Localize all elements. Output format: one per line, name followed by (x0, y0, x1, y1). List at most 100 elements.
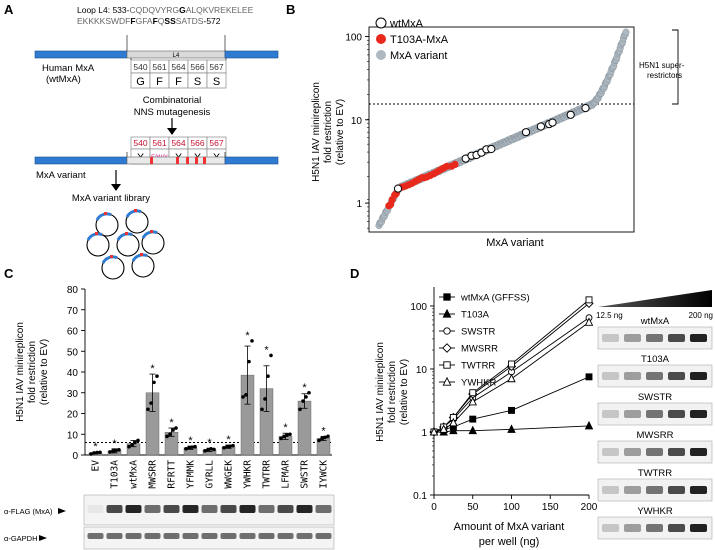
data-point (108, 450, 112, 454)
significance-star: * (321, 425, 326, 437)
panel-d-xlabel-line2: per well (ng) (479, 536, 540, 548)
blot-band (624, 410, 641, 418)
mutation-mark (150, 157, 153, 164)
y-tick-label: 10 (67, 430, 79, 441)
dose-gradient-wedge (598, 290, 712, 307)
data-point (317, 438, 321, 443)
wt-residue-label: G (136, 76, 145, 88)
panel-d: D 0.1 1 10 100 0 50 100 150 200 wtMxA (GFFSS) T10… (350, 266, 713, 548)
arrow-right-icon (58, 508, 66, 514)
data-point (269, 353, 273, 358)
panel-c-ylabel-line1: H5N1 IAV minireplicon (15, 322, 26, 422)
y-tick-label: 50 (67, 347, 79, 358)
y-tick-label: 20 (67, 410, 79, 421)
bracket-label-line2: restrictors (647, 71, 682, 80)
blot-band (668, 524, 685, 532)
series-marker (443, 293, 451, 301)
flag-band (163, 505, 180, 513)
panel-d-blots: wtMxA T103A SWSTR MWSRR TWTRR YWHKR (597, 316, 713, 540)
significance-star: * (264, 344, 269, 356)
l4-tag: L4 (173, 53, 180, 59)
data-point (89, 452, 93, 456)
y-tick-label: 80 (67, 285, 79, 296)
gapdh-band (277, 533, 294, 539)
blot-band (690, 334, 707, 342)
legend-label: TWTRR (461, 361, 495, 372)
blot-label: wtMxA (640, 316, 670, 327)
panel-c-letter: C (4, 266, 14, 281)
mutation-mark (203, 157, 206, 164)
panel-c-y-ticks: 0 10 20 30 40 50 60 70 80 (67, 285, 85, 462)
series-marker (508, 406, 515, 414)
data-point (307, 390, 311, 395)
x-tick-label: MWSRR (148, 460, 159, 489)
plasmid-mutation (110, 255, 113, 258)
blot-band (624, 372, 641, 380)
gapdh-band (315, 533, 332, 539)
x-tick-label: SWSTR (300, 460, 311, 489)
plasmid-insert (131, 253, 148, 262)
series-line (433, 376, 590, 433)
blot-band (646, 372, 663, 380)
x-tick-label: GYRLL (205, 460, 216, 489)
flag-band (220, 505, 237, 513)
blot-band (646, 410, 663, 418)
legend-marker-wt (375, 17, 387, 29)
gradient-low-label: 12.5 ng (596, 311, 623, 320)
wt-label: (wtMxA) (46, 74, 81, 85)
legend-label-variant: MxA variant (390, 50, 447, 62)
blot-band (602, 448, 619, 456)
gapdh-band (258, 533, 275, 539)
series-marker (507, 373, 516, 383)
data-point (288, 432, 292, 437)
x-tick-label: TWTRR (262, 460, 273, 489)
wt-position-label: 566 (190, 62, 204, 72)
data-point (285, 433, 289, 438)
bracket-label-line1: H5N1 super- (639, 61, 685, 70)
series-marker (449, 425, 458, 435)
wt-position-label: 567 (209, 62, 223, 72)
plasmid-mutation (125, 232, 128, 235)
plasmid-mutation (140, 253, 143, 256)
data-point (168, 432, 172, 437)
blot-label: YWHKR (637, 506, 673, 517)
arrow-down-icon (167, 128, 177, 135)
panel-d-ylabel-line2: fold restriction (387, 361, 398, 423)
data-point (155, 374, 159, 378)
series-marker (442, 308, 452, 318)
legend-label-t103a: T103A-MxA (390, 34, 449, 46)
data-point (92, 451, 96, 455)
flag-band (296, 505, 313, 513)
data-point (228, 444, 232, 449)
data-point (326, 434, 330, 439)
blot-label: SWSTR (638, 392, 672, 403)
significance-star: * (188, 435, 193, 447)
data-point (184, 446, 188, 451)
panel-c: C 0 10 20 30 40 50 60 70 80 * EV * T103A wtMxA * MWSRR… (4, 266, 335, 550)
series-marker (585, 373, 593, 381)
panel-d-ylabel-line1: H5N1 IAV minireplicon (375, 342, 386, 442)
data-point (320, 436, 324, 441)
legend-label-wt: wtMxA (389, 18, 424, 30)
mutation-mark (176, 157, 179, 164)
legend-marker-t103a (376, 34, 386, 44)
blot-band (624, 486, 641, 494)
x-tick-label: T103A (110, 460, 121, 489)
x-tick-label: 100 (503, 502, 520, 513)
plasmid-library (86, 209, 165, 280)
panel-d-ticks: 0.1 1 10 100 0 50 100 150 200 (410, 302, 597, 513)
blot-band (690, 486, 707, 494)
blot-band (690, 524, 707, 532)
flag-band (144, 505, 161, 513)
mut-position-label: 561 (152, 138, 166, 148)
blot-band (602, 334, 619, 342)
panel-b-letter: B (286, 2, 295, 17)
x-tick-label: 50 (467, 502, 479, 513)
blot-band (624, 448, 641, 456)
mut-position-label: 566 (190, 138, 204, 148)
data-point (146, 407, 150, 412)
data-point (241, 395, 245, 399)
data-point (212, 447, 216, 452)
data-point (130, 442, 134, 447)
